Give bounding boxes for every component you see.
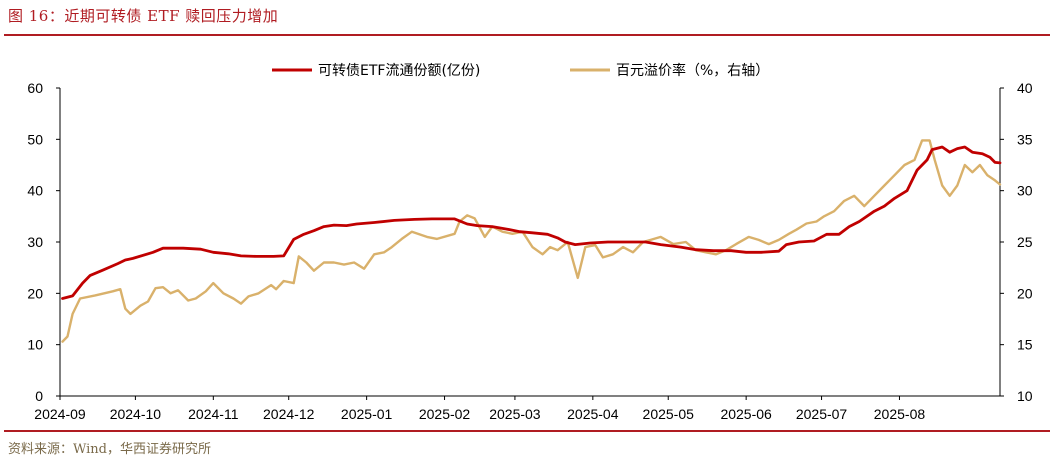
right-tick-label: 25 — [1017, 234, 1033, 250]
right-axis-ticks: 10 15 20 25 30 35 40 — [1000, 80, 1033, 404]
legend-label: 百元溢价率（%，右轴） — [616, 62, 769, 79]
left-axis-ticks: 0 10 20 30 40 50 60 — [27, 80, 60, 404]
x-tick-label: 2025-08 — [874, 406, 926, 422]
etf-share-line — [61, 145, 1002, 300]
x-tick-label: 2024-12 — [263, 406, 315, 422]
right-tick-label: 35 — [1017, 131, 1033, 147]
x-tick-label: 2024-09 — [34, 406, 86, 422]
legend-label: 可转债ETF流通份额(亿份) — [318, 63, 480, 79]
bottom-rule — [4, 430, 1050, 432]
x-tick-label: 2025-01 — [341, 406, 393, 422]
left-tick-label: 60 — [27, 80, 43, 96]
x-tick-label: 2025-04 — [567, 406, 619, 422]
left-tick-label: 20 — [27, 285, 43, 301]
left-tick-label: 40 — [27, 183, 43, 199]
right-tick-label: 10 — [1017, 388, 1033, 404]
source-note: 资料来源：Wind，华西证券研究所 — [8, 442, 211, 457]
legend: 可转债ETF流通份额(亿份) 百元溢价率（%，右轴） — [272, 62, 769, 79]
right-tick-label: 40 — [1017, 80, 1033, 96]
left-tick-label: 0 — [35, 388, 43, 404]
left-tick-label: 30 — [27, 234, 43, 250]
right-tick-label: 30 — [1017, 183, 1033, 199]
left-tick-label: 10 — [27, 337, 43, 353]
premium-rate-line — [61, 139, 1002, 343]
x-tick-label: 2025-02 — [419, 406, 471, 422]
x-tick-label: 2025-07 — [796, 406, 848, 422]
series-layer — [61, 139, 1002, 343]
x-tick-label: 2025-05 — [643, 406, 695, 422]
x-tick-label: 2025-03 — [489, 406, 541, 422]
x-tick-label: 2024-11 — [188, 406, 239, 422]
x-tick-label: 2025-06 — [720, 406, 772, 422]
left-tick-label: 50 — [27, 131, 43, 147]
x-tick-label: 2024-10 — [110, 406, 162, 422]
right-tick-label: 15 — [1017, 337, 1033, 353]
title-rule — [4, 34, 1050, 36]
x-axis-ticks: 2024-09 2024-10 2024-11 2024-12 2025-01 2025-… — [34, 396, 925, 422]
figure-title: 图 16：近期可转债 ETF 赎回压力增加 — [8, 7, 279, 25]
right-tick-label: 20 — [1017, 285, 1033, 301]
